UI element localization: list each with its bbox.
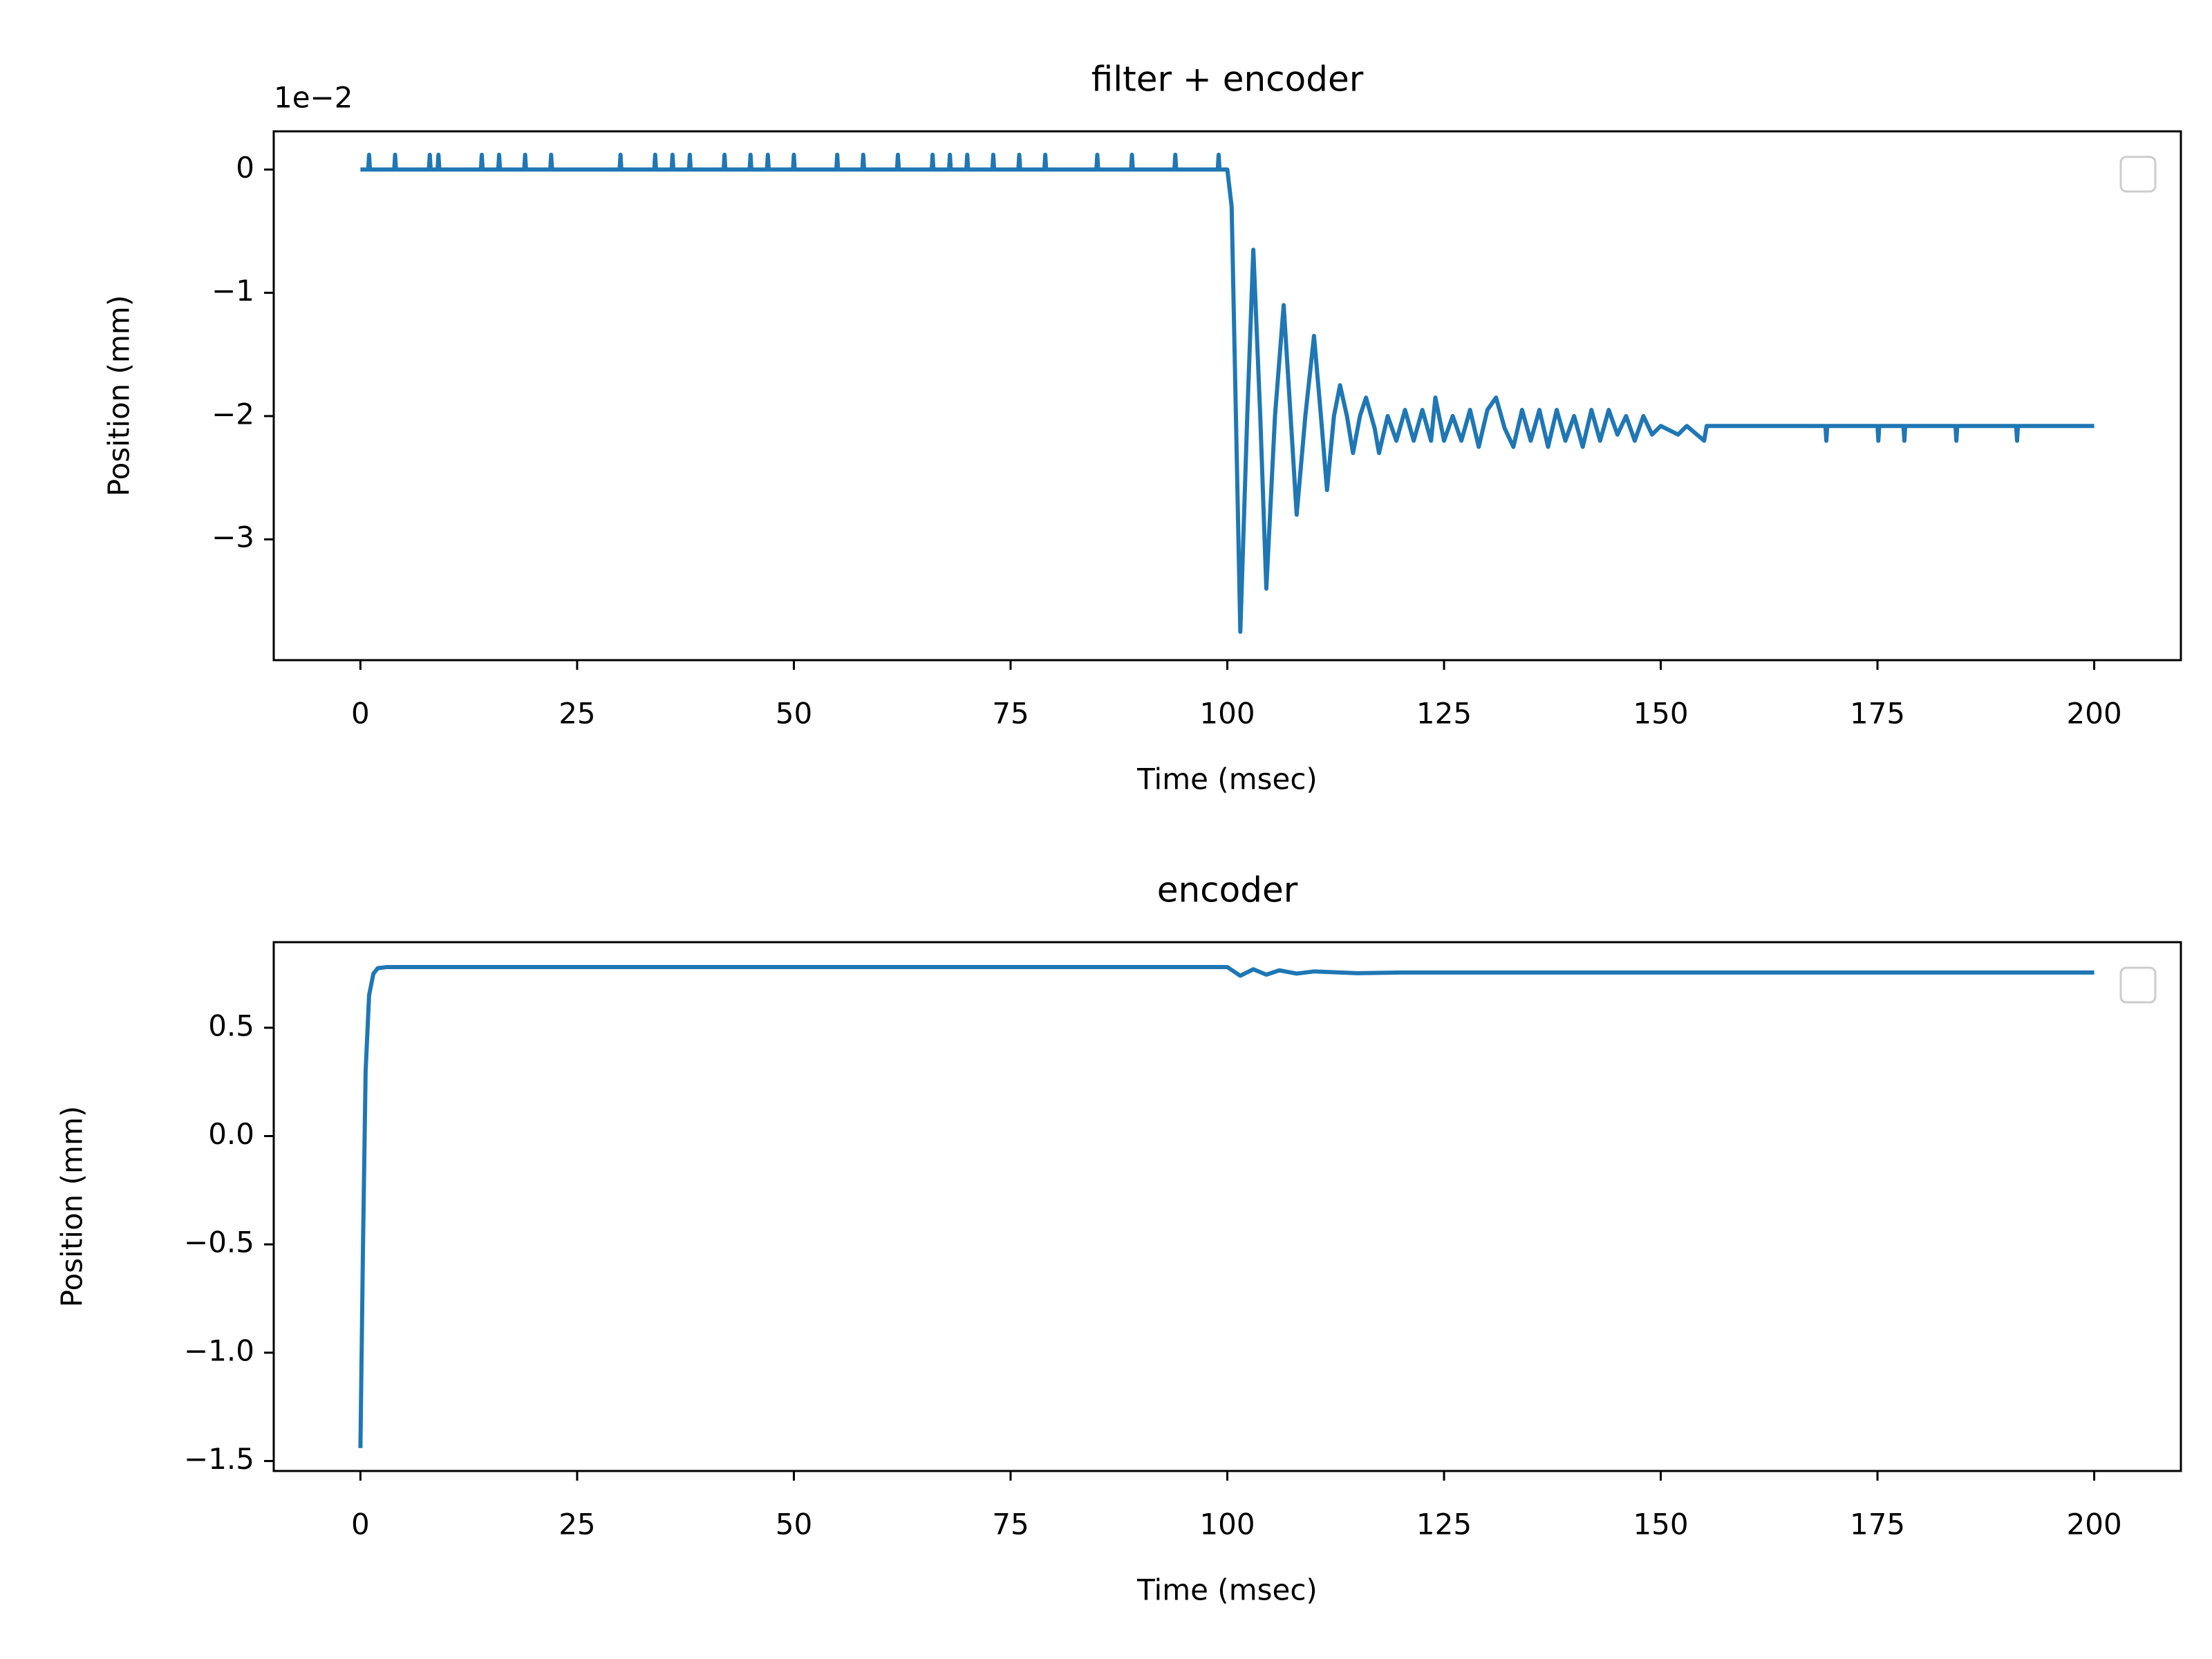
- y-axis-label: Position (mm): [102, 295, 136, 496]
- x-tick-label: 100: [1199, 1508, 1255, 1541]
- axes-frame: [272, 941, 2182, 1472]
- x-tick-label: 150: [1633, 1508, 1688, 1541]
- y-tick-label: −3: [212, 521, 254, 554]
- axis-offset-text: 1e−2: [274, 81, 353, 115]
- y-tick-label: −1: [212, 274, 254, 308]
- axes-frame: [272, 130, 2182, 662]
- x-tick-label: 50: [776, 697, 812, 731]
- x-tick-label: 200: [2067, 1508, 2122, 1541]
- legend-box: [2119, 156, 2157, 193]
- x-tick-label: 0: [351, 1508, 370, 1541]
- chart-title: filter + encoder: [1091, 59, 1364, 100]
- line: [360, 152, 2094, 634]
- x-tick-label: 150: [1633, 697, 1688, 731]
- x-tick-label: 25: [559, 1508, 595, 1541]
- legend-box: [2119, 966, 2157, 1004]
- y-tick-label: −0.5: [184, 1226, 254, 1259]
- x-tick-label: 0: [351, 697, 370, 731]
- y-tick-label: 0: [236, 151, 254, 185]
- x-axis-label: Time (msec): [1136, 762, 1318, 796]
- x-tick-label: 75: [992, 697, 1029, 731]
- line: [358, 965, 2094, 1448]
- y-axis-label: Position (mm): [55, 1106, 89, 1307]
- x-tick-label: 75: [992, 1508, 1029, 1541]
- x-tick-label: 175: [1850, 697, 1905, 731]
- y-tick-label: −2: [212, 397, 254, 431]
- x-tick-label: 100: [1199, 697, 1255, 731]
- y-tick-label: −1.0: [184, 1333, 254, 1367]
- x-tick-label: 175: [1850, 1508, 1905, 1541]
- y-tick-label: 0.5: [208, 1009, 254, 1042]
- x-tick-label: 125: [1416, 697, 1472, 731]
- chart-title: encoder: [1157, 870, 1298, 910]
- y-tick-label: −1.5: [184, 1442, 254, 1476]
- x-tick-label: 50: [776, 1508, 812, 1541]
- x-tick-label: 25: [559, 697, 595, 731]
- y-tick-label: 0.0: [208, 1117, 254, 1151]
- x-tick-label: 200: [2067, 697, 2122, 731]
- x-tick-label: 125: [1416, 1508, 1472, 1541]
- x-axis-label: Time (msec): [1136, 1573, 1318, 1607]
